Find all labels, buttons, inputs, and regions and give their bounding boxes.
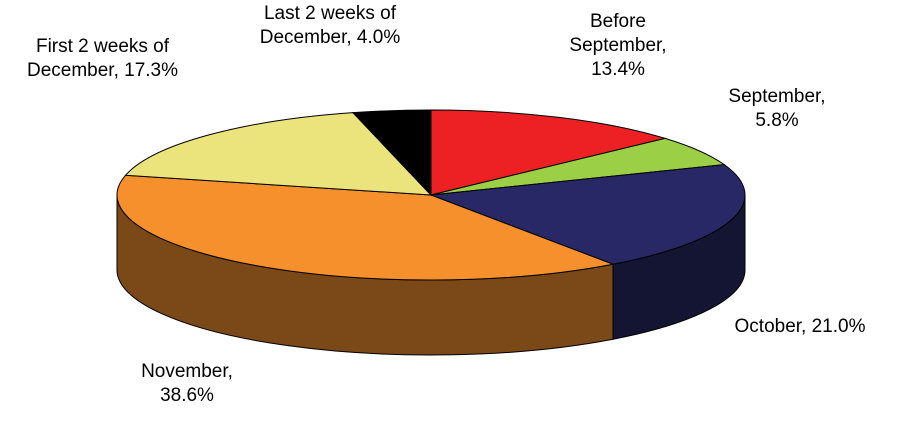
pie-slice [430,109,667,196]
data-label: November, 38.6% [141,361,233,406]
data-label: September, 5.8% [728,86,826,131]
data-label: First 2 weeks of December, 17.3% [26,36,179,81]
pie-slice [124,112,433,196]
data-label: October, 21.0% [734,316,866,337]
data-label: Before September, 13.4% [569,11,667,80]
pie-slice [351,109,432,197]
pie-slice [116,174,615,281]
data-label: Last 2 weeks of December, 4.0% [259,3,401,48]
pie-slice [430,164,746,265]
